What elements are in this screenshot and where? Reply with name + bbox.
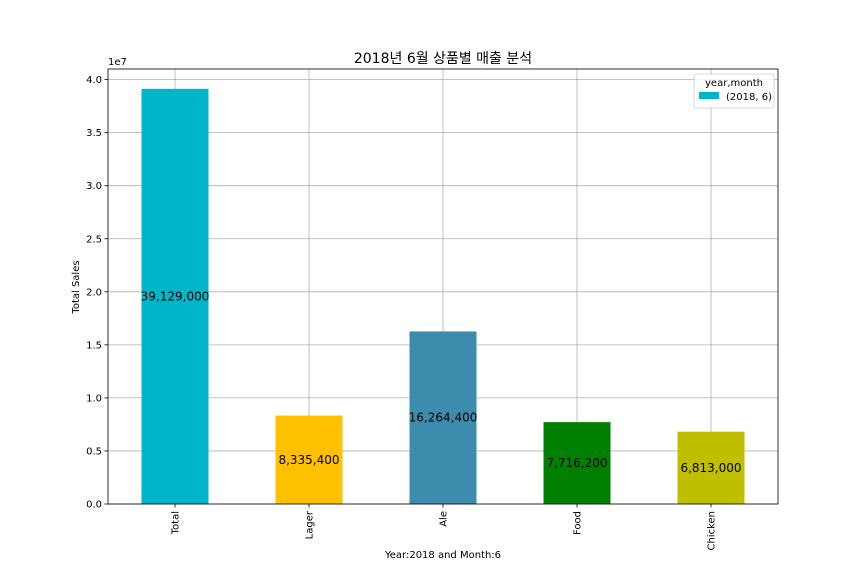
y-tick-label: 1.5 (86, 340, 102, 351)
y-axis-offset-label: 1e7 (108, 57, 127, 68)
y-tick-label: 3.5 (86, 128, 102, 139)
x-tick-label: Ale (439, 511, 450, 527)
y-tick-label: 3.0 (86, 181, 102, 192)
y-tick-label: 1.0 (86, 393, 102, 404)
bar-lager (275, 415, 343, 504)
legend: year,month (2018, 6) (693, 73, 775, 109)
bar-value-label: 39,129,000 (141, 289, 210, 303)
bar-total (141, 88, 209, 504)
legend-swatch (699, 92, 719, 99)
bar-value-label: 7,716,200 (546, 456, 607, 470)
bar-ale (409, 331, 477, 504)
y-axis-label: Total Sales (71, 260, 82, 314)
y-tick-label: 4.0 (86, 75, 102, 86)
x-axis-label: Year:2018 and Month:6 (384, 550, 501, 561)
bars (141, 88, 745, 504)
chart-title: 2018년 6월 상품별 매출 분석 (354, 51, 532, 67)
y-tick-label: 0.5 (86, 446, 102, 457)
bar-value-label: 6,813,000 (680, 461, 741, 475)
x-tick-label: Lager (305, 510, 316, 539)
bar-value-label: 8,335,400 (278, 453, 339, 467)
bar-value-labels: 39,129,000 8,335,400 16,264,400 7,716,200 6,… (141, 289, 742, 474)
bar-chicken (677, 431, 745, 504)
x-tick-label: Chicken (707, 511, 718, 551)
x-tick-label: Food (573, 511, 584, 535)
x-tick-label: Total (171, 511, 182, 535)
legend-entry-label: (2018, 6) (726, 92, 772, 103)
y-tick-label: 0.0 (86, 500, 102, 511)
x-axis-ticks: Total Lager Ale Food Chicken (171, 504, 718, 551)
y-tick-label: 2.0 (86, 287, 102, 298)
bar-value-label: 16,264,400 (409, 411, 478, 425)
y-axis-ticks: 0.0 0.5 1.0 1.5 2.0 2.5 3.0 3.5 4.0 (86, 75, 108, 511)
y-tick-label: 2.5 (86, 234, 102, 245)
legend-title: year,month (705, 78, 763, 89)
legend-box (693, 73, 775, 109)
bar-food (543, 422, 611, 504)
